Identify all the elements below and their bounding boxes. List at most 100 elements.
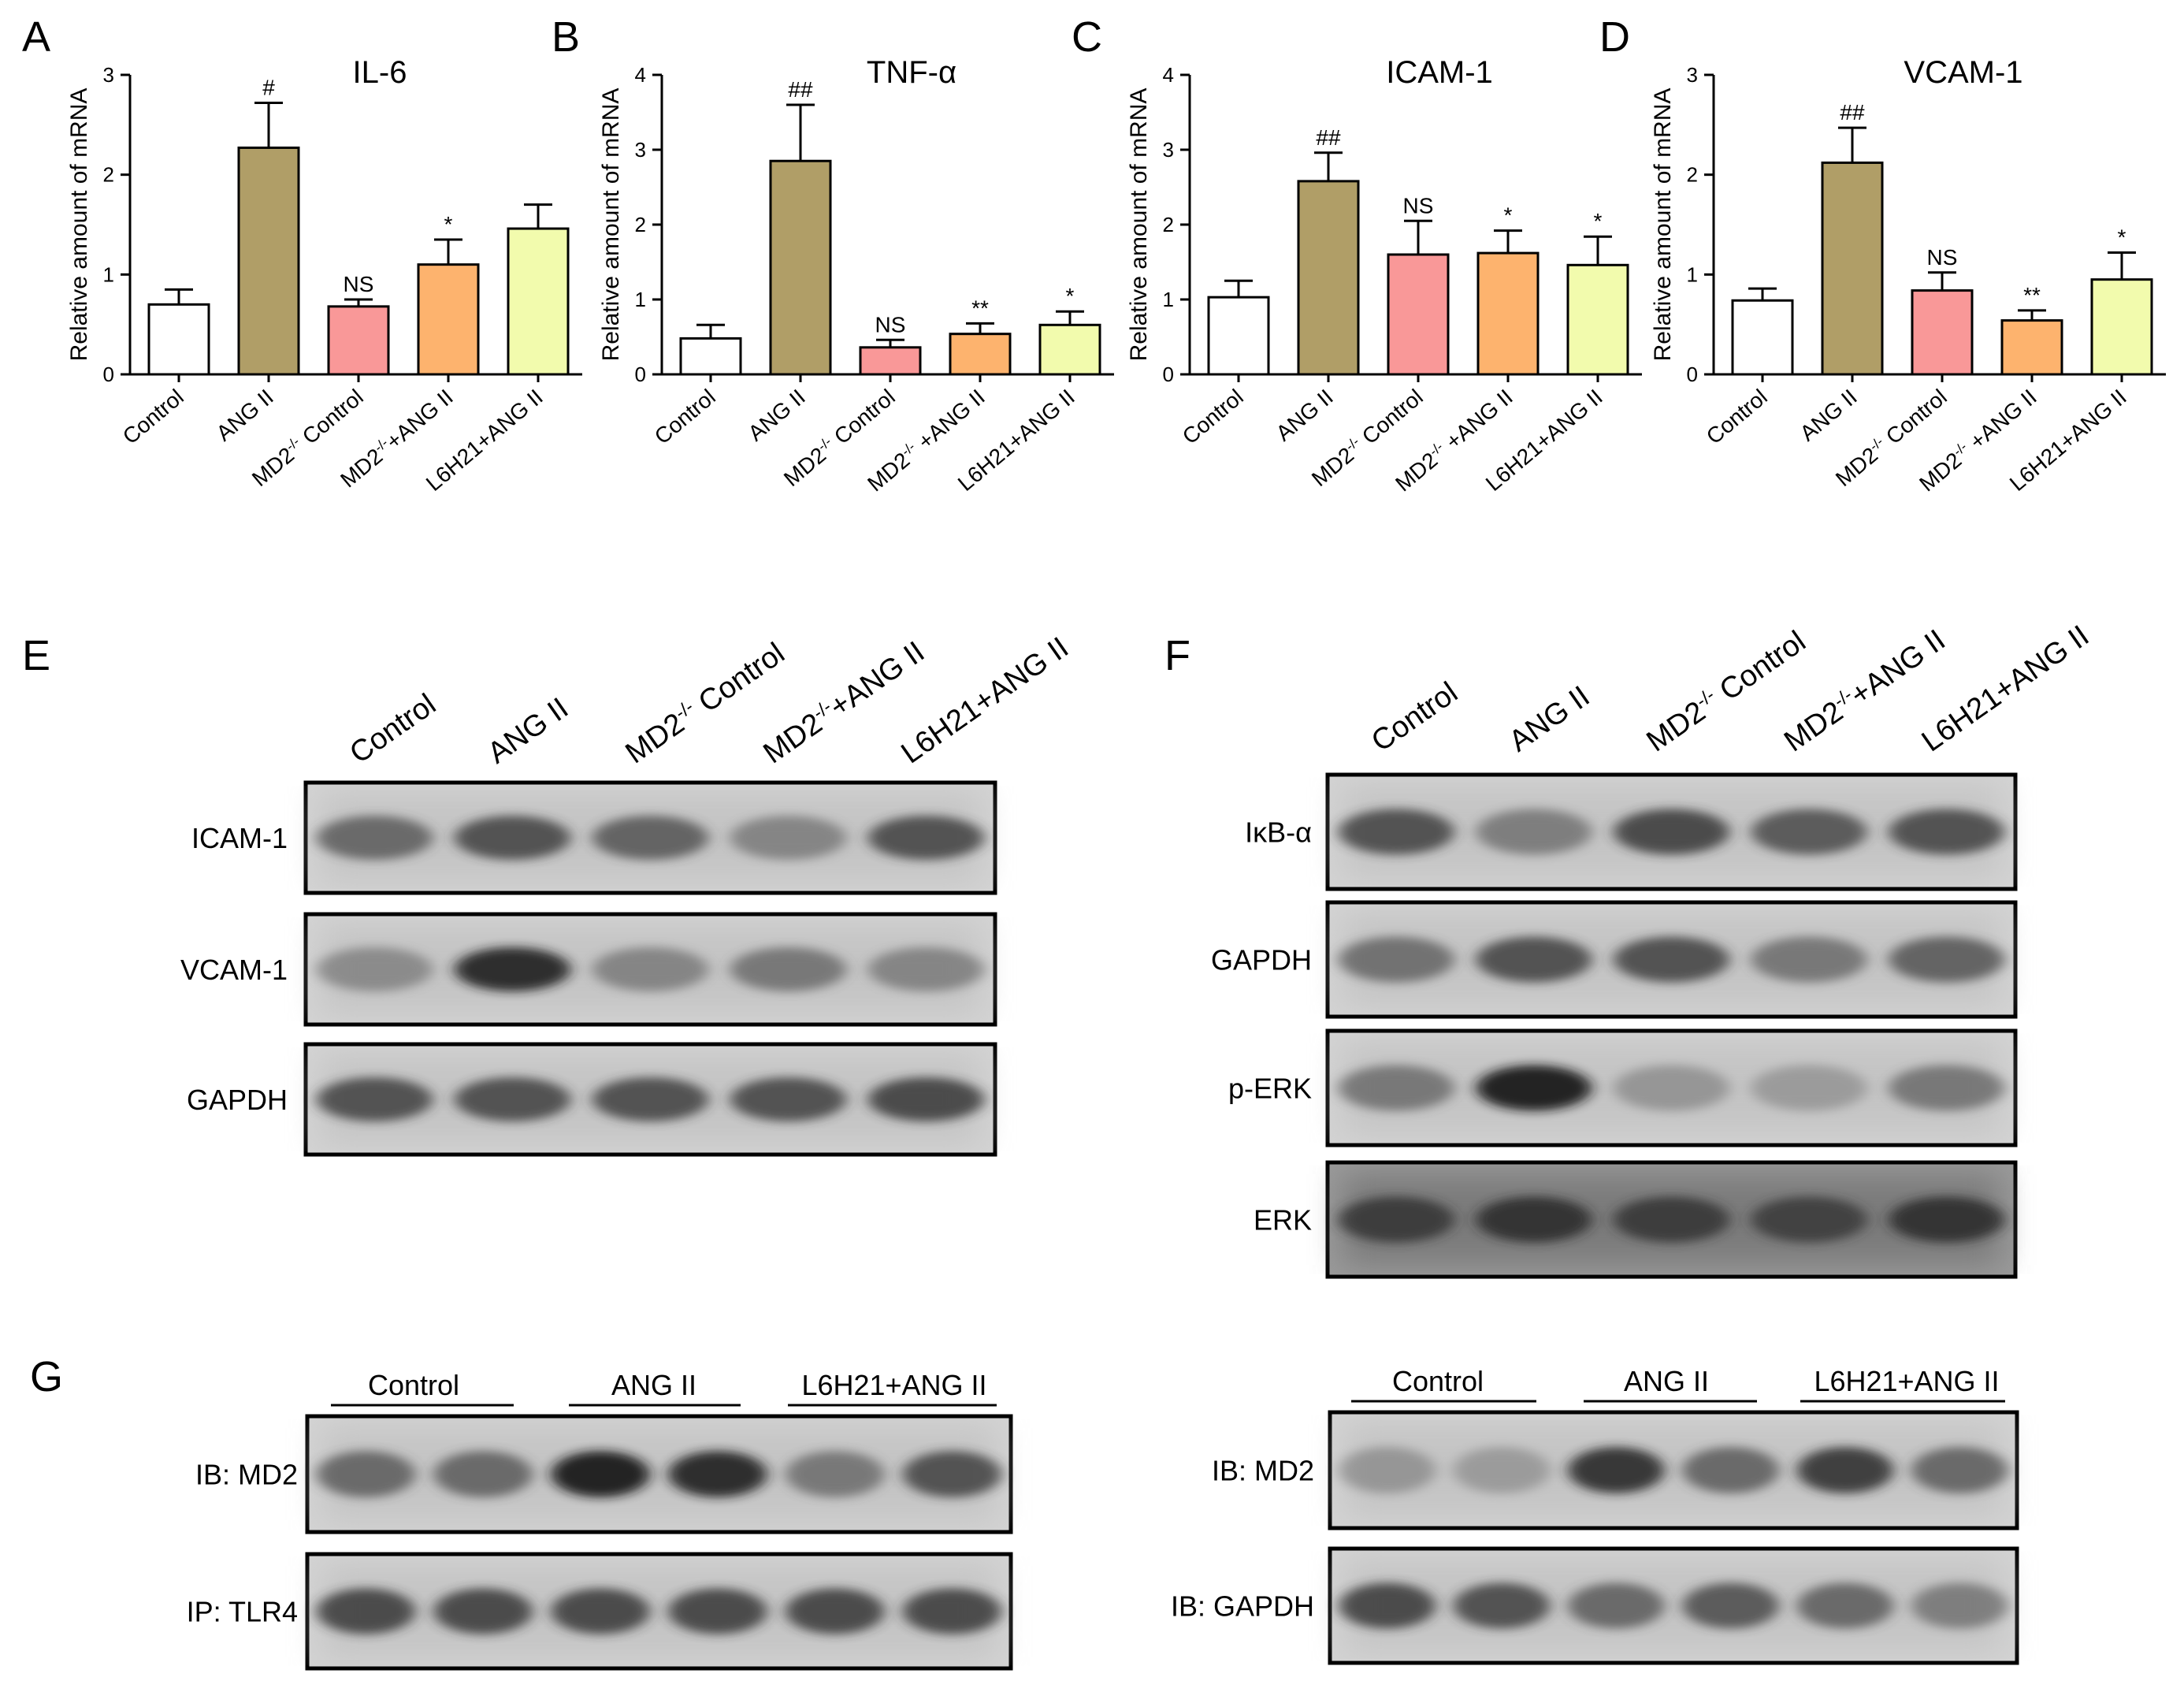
band [1338, 1196, 1454, 1243]
significance-label: ** [971, 296, 989, 320]
y-tick-label: 1 [635, 288, 646, 311]
lane-label: Control [1365, 676, 1463, 759]
significance-label: NS [1927, 245, 1958, 270]
lane-label: ANG II [1503, 680, 1595, 759]
y-tick-label: 0 [1163, 363, 1174, 386]
band [1614, 1196, 1729, 1243]
row-label: IP: TLR4 [187, 1596, 298, 1628]
band [1614, 809, 1729, 855]
band [433, 1588, 533, 1635]
band [1751, 809, 1867, 855]
band [592, 1077, 708, 1121]
panel-letter: D [1599, 13, 1630, 61]
band [786, 1588, 885, 1635]
significance-label: NS [1403, 193, 1434, 218]
bar-chart-C: C ICAM-1 Relative amount of mRNA 0 1 2 3 4 Contr… [1072, 13, 1642, 496]
group-label: ANG II [1624, 1365, 1709, 1397]
bar [417, 263, 480, 376]
bar [679, 337, 742, 376]
y-tick-label: 4 [635, 63, 646, 87]
band [730, 947, 846, 991]
row-label: VCAM-1 [180, 954, 288, 986]
band [316, 1451, 415, 1497]
x-tick-label: ANG II [1796, 385, 1862, 446]
band [730, 1077, 846, 1121]
chart-title: VCAM-1 [1904, 55, 2022, 90]
band [317, 947, 433, 991]
band [786, 1451, 885, 1497]
band [316, 1588, 415, 1635]
band [1796, 1447, 1894, 1493]
band [1568, 1582, 1665, 1629]
row-label: IB: MD2 [195, 1459, 298, 1491]
y-tick-label: 1 [103, 262, 114, 286]
band [868, 947, 984, 991]
y-tick-label: 1 [1687, 262, 1698, 286]
blot-strip-background [1346, 1424, 2001, 1516]
group-label: ANG II [611, 1369, 696, 1401]
blot-strip-background [323, 1428, 995, 1520]
band [1476, 936, 1592, 983]
band [551, 1451, 650, 1497]
panel-letter: C [1072, 13, 1102, 61]
band [1751, 1065, 1867, 1111]
band [1476, 1196, 1592, 1243]
bar [1731, 299, 1794, 376]
band [1889, 1196, 2005, 1243]
band [1796, 1582, 1894, 1629]
band [1338, 936, 1454, 983]
band [592, 947, 708, 991]
band [903, 1588, 1002, 1635]
bar [1297, 180, 1360, 376]
y-tick-label: 0 [103, 363, 114, 386]
band [1911, 1447, 2008, 1493]
bar-chart-D: D VCAM-1 Relative amount of mRNA 0 1 2 3 Contro… [1599, 13, 2166, 496]
significance-label: * [1066, 284, 1075, 308]
y-tick-label: 2 [1163, 213, 1174, 236]
y-tick-label: 2 [1687, 163, 1698, 187]
y-tick-label: 3 [635, 138, 646, 162]
band [668, 1588, 767, 1635]
x-tick-label: ANG II [212, 385, 278, 446]
x-tick-label: Control [118, 385, 188, 449]
band [1889, 809, 2005, 855]
y-tick-label: 4 [1163, 63, 1174, 87]
bar-chart-A: A IL-6 Relative amount of mRNA 0 1 2 3 Control #… [22, 13, 582, 496]
chart-title: IL-6 [353, 55, 407, 90]
row-label: ERK [1254, 1204, 1312, 1237]
band [668, 1451, 767, 1497]
bar [859, 346, 922, 376]
blot-panel-G-left: G Control ANG II L6H21+ANG II IB: MD2 IP: TLR… [30, 1353, 1013, 1671]
band [868, 1077, 984, 1121]
panel-letter: F [1164, 632, 1190, 679]
significance-label: * [444, 212, 453, 236]
row-label: GAPDH [1211, 944, 1312, 976]
bar [147, 303, 210, 376]
y-tick-label: 0 [635, 363, 646, 386]
y-axis-label: Relative amount of mRNA [66, 88, 92, 362]
band [1614, 936, 1729, 983]
band [1339, 1582, 1436, 1629]
panel-letter: B [552, 13, 580, 61]
band [868, 816, 984, 860]
band [317, 816, 433, 860]
band [1751, 936, 1867, 983]
bar [327, 305, 390, 376]
y-tick-label: 3 [1163, 138, 1174, 162]
band [1889, 1065, 2005, 1111]
bar [1387, 253, 1450, 376]
group-label: Control [368, 1369, 459, 1401]
row-label: IB: GAPDH [1171, 1590, 1314, 1623]
band [1568, 1447, 1665, 1493]
band [1338, 809, 1454, 855]
band [1476, 1065, 1592, 1111]
blot-strip-background [323, 1566, 995, 1657]
y-axis-label: Relative amount of mRNA [1650, 88, 1676, 362]
lane-label: ANG II [482, 692, 574, 771]
significance-label: ## [1840, 100, 1865, 125]
band [592, 816, 708, 860]
row-label: IB: MD2 [1212, 1455, 1314, 1487]
